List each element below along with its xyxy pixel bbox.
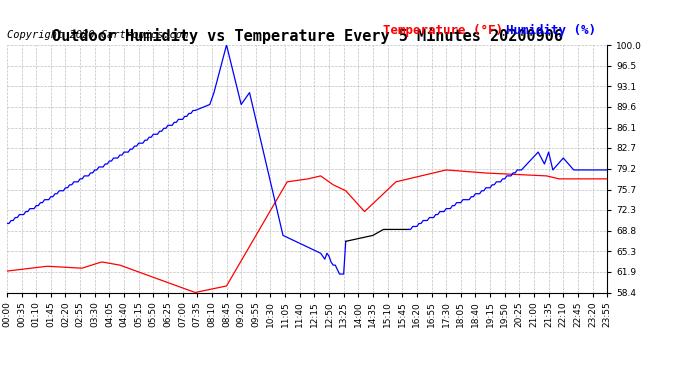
Title: Outdoor Humidity vs Temperature Every 5 Minutes 20200906: Outdoor Humidity vs Temperature Every 5 …: [52, 28, 562, 44]
Text: Copyright 2020 Cartronics.com: Copyright 2020 Cartronics.com: [7, 30, 188, 40]
Legend: Temperature (°F), Humidity (%): Temperature (°F), Humidity (%): [378, 19, 601, 42]
